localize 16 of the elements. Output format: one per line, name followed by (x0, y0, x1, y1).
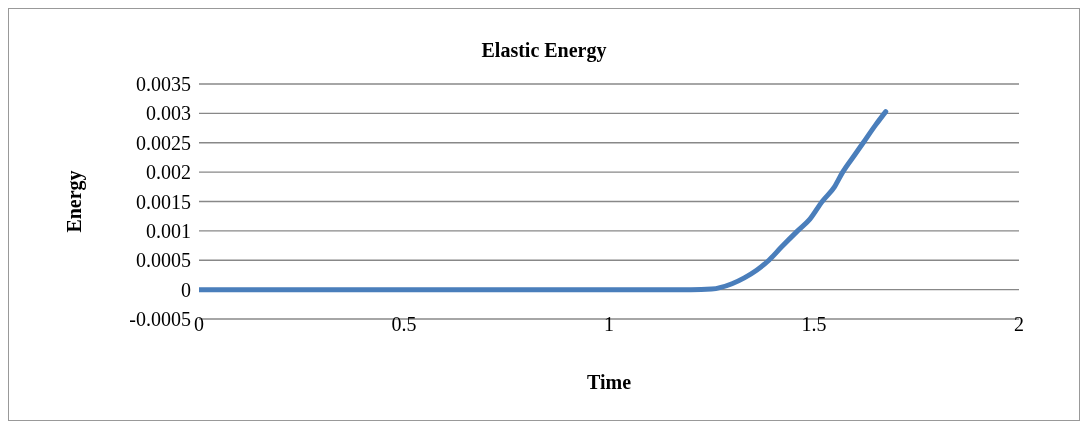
x-axis-title: Time (586, 371, 632, 393)
y-tick-label: 0.0015 (136, 190, 191, 213)
y-tick-label: 0.0035 (136, 73, 191, 96)
chart-title: Elastic Energy (480, 39, 608, 62)
x-tick-label: 1.5 (801, 313, 827, 336)
x-tick-label: 0.5 (391, 313, 417, 336)
y-tick-label: 0 (181, 278, 191, 301)
y-axis-title: Energy (63, 170, 87, 233)
y-tick-label: 0.002 (146, 161, 191, 184)
y-tick-label: 0.0025 (136, 131, 191, 154)
y-tick-label: -0.0005 (129, 308, 191, 331)
y-tick-label: 0.0005 (136, 249, 191, 272)
y-tick-label: 0.001 (146, 219, 191, 242)
y-tick-label: 0.003 (146, 102, 191, 125)
x-tick-label: 2 (1014, 313, 1024, 336)
x-tick-label: 1 (604, 313, 614, 336)
